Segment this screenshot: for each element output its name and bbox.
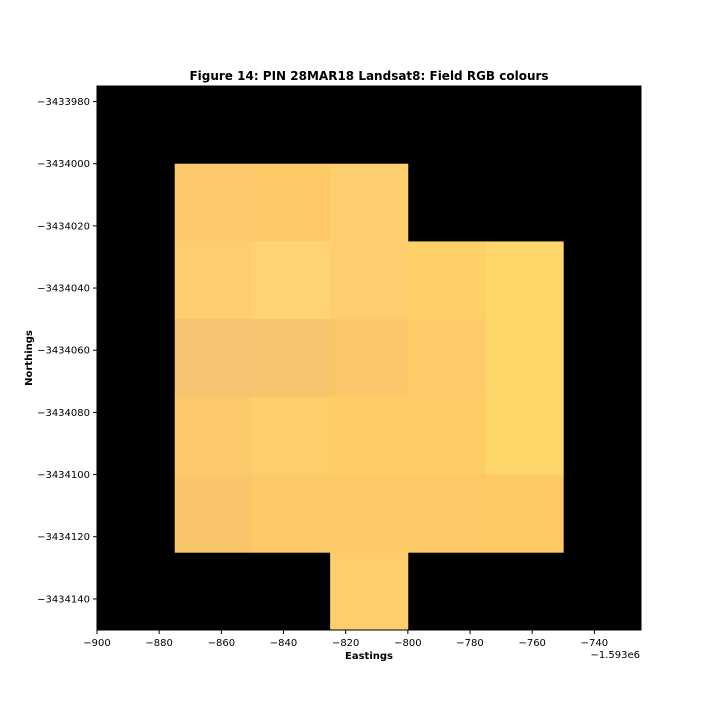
heatmap-cell (174, 163, 253, 242)
y-tick-label: −3434080 (37, 408, 90, 419)
heatmap-cell (407, 474, 486, 553)
plot-frame (96, 85, 642, 631)
heatmap-cell (174, 474, 253, 553)
y-tick-label: −3434120 (37, 532, 90, 543)
heatmap-cell (174, 319, 253, 398)
x-tick-label: −860 (208, 638, 235, 649)
heatmap-cell (485, 319, 564, 398)
heatmap-cell (485, 396, 564, 475)
x-axis-label: Eastings (345, 651, 393, 662)
heatmap-cell (330, 241, 409, 320)
x-tick-label: −900 (83, 638, 110, 649)
heatmap-cell (407, 241, 486, 320)
heatmap-cell (252, 474, 331, 553)
heatmap-cell (252, 163, 331, 242)
heatmap-cell (407, 319, 486, 398)
heatmap-cell (330, 474, 409, 553)
chart-title: Figure 14: PIN 28MAR18 Landsat8: Field R… (189, 69, 548, 83)
y-axis-label: Northings (24, 330, 35, 386)
heatmap-cell (174, 396, 253, 475)
heatmap-cell (330, 163, 409, 242)
x-tick-label: −760 (518, 638, 545, 649)
heatmap-cell (252, 396, 331, 475)
x-tick-label: −800 (394, 638, 421, 649)
heatmap-cell (252, 319, 331, 398)
heatmap-cell (485, 474, 564, 553)
x-axis: −900 −880 −860 −840 −820 −800 −780 −760 −740 (83, 630, 608, 649)
x-tick-label: −780 (456, 638, 483, 649)
y-tick-label: −3434020 (37, 221, 90, 232)
y-tick-label: −3433980 (37, 97, 90, 108)
heatmap-cell (330, 396, 409, 475)
heatmap-cell (485, 241, 564, 320)
x-tick-label: −880 (145, 638, 172, 649)
heatmap-cell (407, 396, 486, 475)
y-tick-label: −3434000 (37, 159, 90, 170)
heatmap-cell (174, 241, 253, 320)
x-tick-label: −840 (270, 638, 297, 649)
y-tick-label: −3434140 (37, 594, 90, 605)
y-tick-label: −3434040 (37, 284, 90, 295)
x-tick-label: −740 (581, 638, 608, 649)
x-tick-label: −820 (332, 638, 359, 649)
y-axis: −3433980 −3434000 −3434020 −3434040 −3434060… (37, 97, 97, 605)
heatmap-cell (330, 319, 409, 398)
x-axis-offset-label: −1.593e6 (590, 650, 640, 661)
y-tick-label: −3434060 (37, 346, 90, 357)
heatmap-cell (330, 552, 409, 631)
y-tick-label: −3434100 (37, 470, 90, 481)
heatmap-cell (252, 241, 331, 320)
cells-layer (174, 163, 564, 631)
